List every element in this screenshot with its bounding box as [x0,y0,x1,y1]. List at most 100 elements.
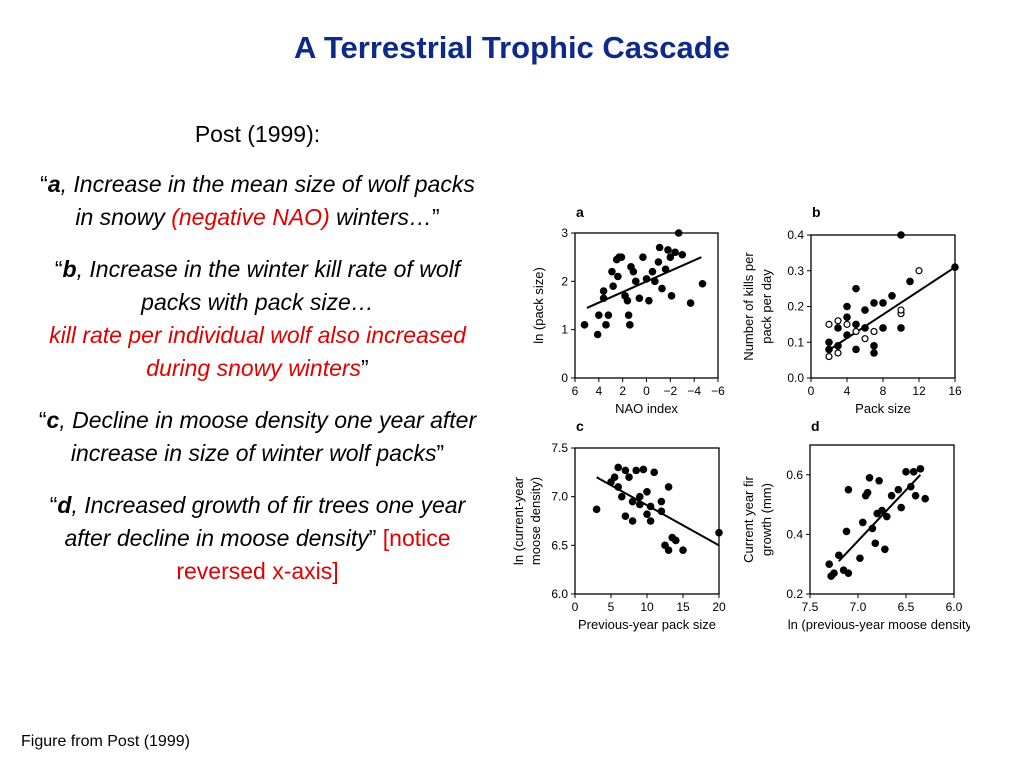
panel-a-point [631,277,640,286]
panel-a-xlabel: NAO index [615,401,678,416]
panel-a-point [664,246,672,254]
panel-c-point [628,517,637,525]
panel-d-point [825,560,833,568]
panel-c-ylabel: moose density) [528,477,543,565]
quote-b-red: kill rate per individual wolf also incre… [49,322,466,381]
quote-d-letter: d [57,492,72,518]
panel-a-point [595,311,603,319]
quote-b-text: , Increase in the winter kill rate of wo… [76,256,461,315]
panel-b-point [843,331,851,339]
panel-a-point [626,321,634,329]
panel-a-point [686,299,695,307]
text-column: Post (1999): “a, Increase in the mean si… [30,118,485,607]
panel-c-point [646,502,655,511]
panel-b-xtick-label: 16 [948,384,962,398]
panel-a-point [671,248,679,257]
panel-a-point [645,296,653,305]
panel-c-xtick-label: 15 [676,600,690,614]
quote-b-close: ” [361,355,369,381]
panel-d-ytick-label: 0.6 [786,468,803,482]
panel-b-open-point [834,349,842,357]
panel-d-point [868,524,877,533]
panel-a-point [658,284,666,293]
quote-a-tail: winters… [329,204,432,230]
panel-b-point [870,342,878,350]
quote-c-text: , Decline in moose density one year afte… [59,407,477,466]
panel-c-point [625,473,633,482]
panel-b-open-point [834,317,842,325]
panel-b-open-point [843,320,851,328]
quote-d-open: “ [49,492,58,518]
panel-a-point [698,279,707,288]
panel-d-fit-line [838,474,922,562]
panel-b-point [852,320,860,329]
panel-b-point [834,342,842,350]
panel-b-xlabel: Pack size [855,401,911,416]
panel-c-xtick-label: 10 [640,600,654,614]
panel-a-xtick-label: 4 [595,384,602,398]
panel-c-point [639,465,648,474]
panel-d-point [856,554,864,563]
panel-a-letter: a [576,205,584,220]
panel-b-open-point [861,335,869,343]
panel-b-ytick-label: 0.2 [787,300,804,314]
panel-d-point [835,551,843,560]
panel-b-point [843,313,851,322]
panel-b-point [825,338,833,347]
panel-c-ytick-label: 6.0 [551,587,568,601]
panel-a-ytick-label: 3 [561,226,568,240]
panel-b-point [897,324,905,332]
panel-a-point [642,275,651,283]
panel-a-point [580,321,589,329]
panel-b-ylabel: pack per day [759,269,774,344]
panel-c-point [614,483,622,491]
panel-d-point [881,545,889,554]
panel-a-point [623,296,632,305]
panel-b-open-point [897,306,905,314]
panel-d-point [911,491,920,500]
panel-a-point [608,267,616,276]
quote-d-text: , Increased growth of fir trees one year… [64,492,466,551]
panel-a-point [648,267,657,276]
panel-b-point [861,324,869,332]
panel-d-xtick-label: 6.0 [946,600,963,614]
quote-a-close: ” [431,204,440,230]
panel-c-point [614,463,622,472]
panel-c-point [664,546,673,554]
panel-d-point [894,485,903,494]
panel-b-xtick-label: 0 [808,384,815,398]
panel-b-point [852,345,860,354]
panel-b-point [843,302,851,311]
panel-a-xtick-label: 6 [572,384,579,398]
panel-c-point [657,497,666,506]
panel-a-point [674,229,683,237]
panel-b-point [906,277,914,286]
panel-b-xtick-label: 4 [844,384,851,398]
quote-c: “c, Decline in moose density one year af… [30,404,485,470]
panel-d-point [844,569,853,577]
panel-c-point [618,492,626,501]
panel-c-ytick-label: 6.5 [551,538,568,552]
panel-a-point [635,294,644,303]
panel-c-point [664,483,673,491]
panel-a-ytick-label: 0 [561,371,568,385]
quote-a-open: “ [40,171,48,197]
panel-a-xtick-label: 2 [619,384,626,398]
panel-b-point [888,291,896,300]
panel-d-point [909,468,918,476]
panel-b-ylabel: Number of kills per [741,252,756,361]
panel-b-point [861,306,869,314]
panel-d-xtick-label: 6.5 [898,600,915,614]
figure-caption: Figure from Post (1999) [21,733,190,750]
panel-b-xtick-label: 12 [912,384,926,398]
panel-a-point [609,282,617,290]
panel-c-point [679,546,687,554]
panel-b-ytick-label: 0.3 [787,264,804,278]
panel-a-point [661,265,670,274]
quote-b-open: “ [54,256,63,282]
quote-c-open: “ [38,407,47,433]
panel-d-ylabel: Current year fir [741,475,756,562]
panel-d-point [842,527,851,536]
panel-b-point [834,324,842,332]
